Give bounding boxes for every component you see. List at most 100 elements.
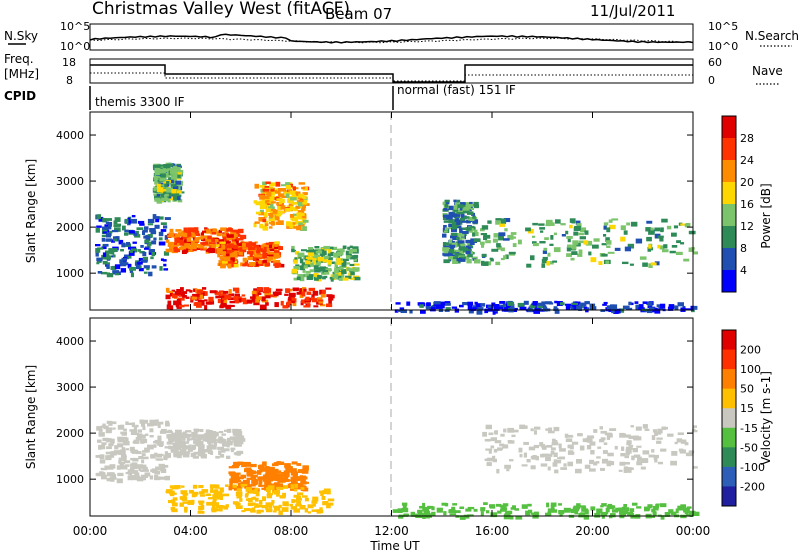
velocity-cell (535, 455, 540, 461)
velocity-cell (182, 453, 190, 458)
power-cell (282, 305, 289, 309)
velocity-cell (519, 453, 523, 458)
power-cell (253, 223, 257, 228)
power-cell (500, 218, 506, 223)
power-cell (215, 295, 220, 299)
y-tick-label: 3000 (56, 381, 84, 394)
velocity-cell (615, 507, 622, 512)
velocity-cell (172, 502, 178, 507)
velocity-cell (122, 440, 128, 444)
velocity-cell (205, 431, 210, 437)
velocity-cell (507, 440, 513, 443)
power-cell (257, 259, 262, 264)
power-cell (690, 305, 695, 311)
power-cell (291, 268, 298, 274)
power-cell (467, 241, 473, 246)
power-cell (443, 225, 447, 229)
power-cell (160, 169, 166, 174)
power-cell (311, 294, 315, 299)
velocity-cell (664, 512, 671, 517)
power-ylabel: Slant Range [km] (24, 159, 38, 263)
velocity-cell (302, 481, 310, 484)
power-cell (459, 237, 465, 240)
power-cell (256, 248, 263, 252)
power-cell (336, 257, 341, 262)
velocity-cell (235, 444, 242, 447)
beam-label: Beam 07 (325, 5, 392, 23)
power-cell (519, 306, 527, 311)
power-cell (611, 218, 619, 221)
power-cell (500, 257, 505, 261)
power-cell (304, 260, 311, 265)
power-cell (302, 270, 306, 273)
velocity-cell (646, 506, 650, 512)
power-cell (642, 301, 648, 304)
power-cell (445, 307, 451, 311)
power-cell (98, 216, 104, 222)
power-cell (112, 248, 118, 253)
velocity-cell (663, 426, 669, 430)
power-cell (129, 249, 133, 253)
velocity-cell (452, 503, 458, 506)
power-cell (467, 211, 474, 215)
power-cell (225, 304, 232, 310)
power-cell (178, 246, 183, 250)
velocity-cell (170, 446, 174, 451)
velocity-cell (290, 484, 295, 490)
power-cell (195, 247, 201, 250)
velocity-cell (593, 429, 598, 433)
power-cell (426, 302, 431, 306)
power-cell (253, 263, 259, 267)
power-cell (130, 246, 137, 250)
power-cell (156, 183, 161, 189)
velocity-cell (504, 464, 511, 469)
velocity-cbar-swatch (722, 447, 736, 468)
power-cell (598, 261, 603, 266)
power-cell (650, 262, 657, 266)
power-cell (174, 291, 182, 295)
power-cell (317, 275, 322, 280)
velocity-cell (579, 445, 585, 451)
power-cell (193, 288, 197, 293)
velocity-cell (218, 507, 223, 512)
velocity-cell (607, 452, 614, 457)
velocity-cell (547, 508, 555, 513)
velocity-cell (123, 441, 130, 446)
power-cell (600, 309, 606, 312)
power-cell (326, 294, 333, 298)
velocity-cell (130, 432, 137, 436)
velocity-cell (125, 421, 129, 425)
power-cell (289, 190, 296, 195)
power-cell (560, 223, 566, 226)
power-cell (448, 218, 454, 224)
power-cell (269, 213, 274, 218)
power-cell (265, 199, 270, 203)
velocity-cbar-swatch (722, 388, 736, 409)
y-tick-label: 2000 (56, 427, 84, 440)
power-cell (303, 305, 311, 308)
power-cell (460, 256, 466, 259)
velocity-cell (142, 466, 148, 471)
velocity-cell (296, 492, 304, 496)
power-cell (148, 249, 156, 253)
power-cell (233, 263, 239, 268)
power-cell (321, 248, 328, 251)
velocity-cell (401, 502, 408, 506)
power-cell (394, 309, 399, 313)
velocity-cell (488, 432, 494, 436)
power-cell (542, 306, 548, 311)
velocity-cell (670, 511, 677, 516)
power-cell (342, 245, 347, 249)
velocity-cbar-tick: 50 (740, 383, 754, 396)
power-cell (213, 248, 218, 251)
power-cell (313, 273, 319, 277)
power-cell (476, 309, 483, 315)
power-cell (286, 301, 292, 306)
power-cell (657, 244, 661, 249)
power-cell (267, 251, 274, 255)
power-cell (507, 301, 515, 306)
power-cell (480, 241, 485, 245)
power-cell (295, 191, 301, 196)
power-cell (128, 255, 132, 259)
velocity-cell (219, 453, 225, 458)
